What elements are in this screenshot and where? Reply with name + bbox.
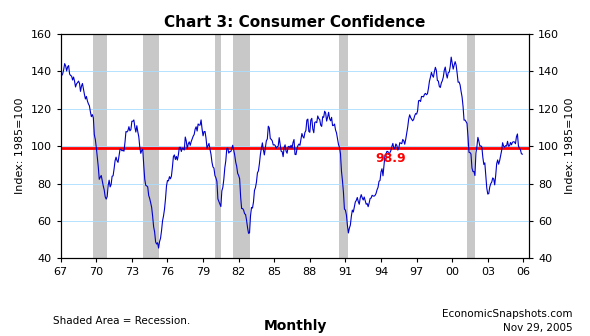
Y-axis label: Index: 1985=100: Index: 1985=100: [565, 98, 575, 194]
Y-axis label: Index: 1985=100: Index: 1985=100: [15, 98, 25, 194]
Text: Shaded Area = Recession.: Shaded Area = Recession.: [53, 316, 191, 326]
Bar: [467, 34, 475, 258]
Bar: [143, 34, 159, 258]
Text: Monthly: Monthly: [263, 319, 327, 333]
Title: Chart 3: Consumer Confidence: Chart 3: Consumer Confidence: [164, 15, 426, 30]
Text: 98.9: 98.9: [375, 152, 406, 165]
Bar: [215, 34, 221, 258]
Text: Nov 29, 2005: Nov 29, 2005: [503, 323, 572, 333]
Text: EconomicSnapshots.com: EconomicSnapshots.com: [442, 309, 572, 319]
Bar: [339, 34, 348, 258]
Bar: [93, 34, 107, 258]
Bar: [232, 34, 250, 258]
